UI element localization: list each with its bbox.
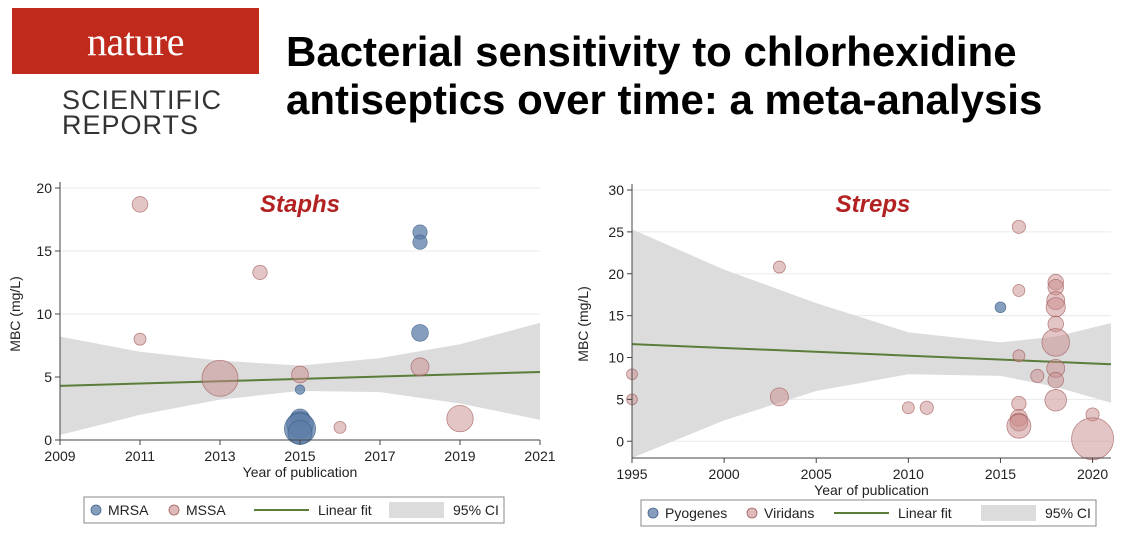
y-tick-label: 5 [44,369,52,385]
x-tick-label: 2000 [709,466,740,482]
y-tick-label: 5 [616,391,624,407]
x-axis-label: Year of publication [814,482,929,498]
data-point-viridans [1011,219,1026,234]
x-tick-label: 2019 [444,448,475,464]
x-tick-label: 1995 [616,466,647,482]
y-axis-label: MBC (mg/L) [575,286,591,361]
y-tick-label: 0 [616,433,624,449]
staphs-chart: 0 5 10 15 20 2009 2011 2013 2015 2017 2019 2021 Year… [7,180,556,524]
data-point-viridans [1071,417,1114,461]
data-point-mssa [201,359,239,397]
y-tick-label: 10 [608,350,624,366]
data-point-viridans [1012,284,1026,297]
data-point-viridans [1006,413,1032,439]
data-point-mssa [131,196,149,213]
x-tick-label: 2021 [524,448,555,464]
x-tick-label: 2005 [801,466,832,482]
x-tick-label: 2011 [125,448,155,464]
legend-marker-ci [389,502,444,518]
data-point-viridans [772,260,786,274]
y-tick-label: 0 [44,432,52,448]
data-point-viridans [1030,368,1045,383]
data-point-viridans [919,400,934,415]
scientific-reports-line1: SCIENTIFIC [62,85,223,115]
data-point-mrsa [411,324,429,342]
chart-title: Staphs [260,191,340,218]
x-tick-label: 2020 [1077,466,1108,482]
legend-label: 95% CI [1045,505,1091,521]
nature-logo-text: nature [87,18,184,64]
legend-label: Linear fit [898,505,952,521]
x-tick-label: 2013 [204,448,235,464]
data-point-viridans [1045,297,1066,318]
legend-label: Pyogenes [665,505,727,521]
y-tick-label: 20 [36,180,52,196]
data-point-viridans [1047,371,1064,389]
y-tick-label: 10 [36,306,52,322]
legend-marker-ci [981,505,1036,521]
y-tick-label: 15 [36,243,52,259]
data-point-pyogenes [994,301,1007,314]
data-point-viridans [1011,395,1027,412]
data-point-mrsa [294,384,306,395]
legend-marker-pyogenes [647,507,659,519]
data-point-mssa [133,332,147,346]
data-point-mssa [291,365,309,384]
x-tick-label: 2010 [893,466,924,482]
y-tick-label: 15 [608,308,624,324]
data-point-mrsa [412,234,428,250]
x-tick-label: 2009 [44,448,75,464]
legend-marker-mssa [168,504,180,516]
data-point-viridans [769,387,789,407]
scientific-reports-line2: REPORTS [62,110,200,140]
data-point-viridans [1012,349,1026,363]
y-axis-label: MBC (mg/L) [7,276,23,351]
data-point-viridans [1041,328,1070,357]
data-point-mssa [410,357,430,377]
legend-label: 95% CI [453,502,499,518]
y-tick-label: 30 [608,182,624,198]
data-point-viridans [901,401,915,415]
nature-logo: nature [12,8,259,74]
y-tick-label: 20 [608,266,624,282]
streps-chart: 0 5 10 15 20 25 30 1995 2000 2005 2010 2015 2020 Year… [575,182,1114,527]
x-tick-label: 2015 [284,448,315,464]
data-point-viridans [1044,389,1067,412]
legend-label: Viridans [764,505,814,521]
legend-marker-viridans [746,507,758,519]
legend-label: MSSA [186,502,226,518]
legend-label: MRSA [108,502,149,518]
ci-band [632,229,1111,458]
scientific-reports-logo: SCIENTIFIC REPORTS [62,85,223,140]
data-point-mssa [446,404,474,433]
y-tick-label: 25 [608,224,624,240]
legend-marker-mrsa [90,504,102,516]
page-title: Bacterial sensitivity to chlorhexidine a… [286,28,1043,123]
x-tick-label: 2015 [985,466,1016,482]
x-axis-label: Year of publication [243,464,358,480]
data-point-mssa [252,264,268,281]
linear-fit-line [631,343,1112,366]
legend-label: Linear fit [318,502,372,518]
chart-title: Streps [836,191,911,218]
data-point-mssa [333,420,347,434]
x-tick-label: 2017 [364,448,395,464]
